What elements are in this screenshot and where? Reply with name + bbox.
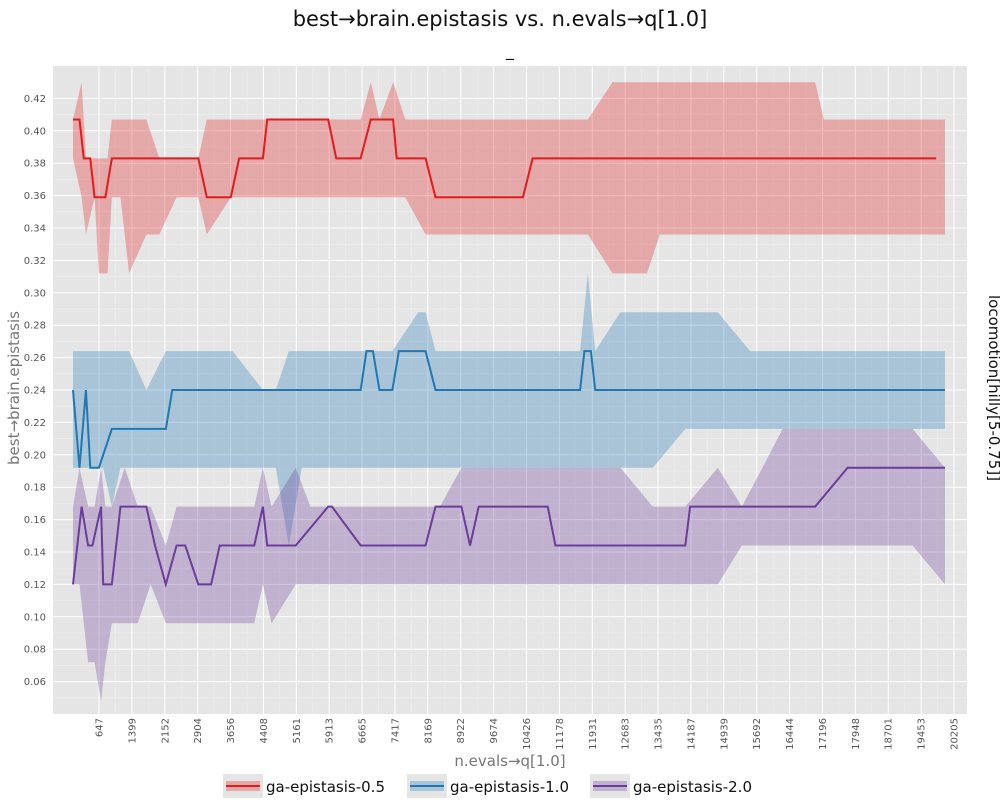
y-tick-label: 0.12 [24, 580, 46, 591]
y-tick-label: 0.16 [24, 515, 46, 526]
x-axis-ticks: 647 1399 2152 2904 3656 4408 5161 5913 6665 7417 8… [95, 718, 961, 750]
x-tick-label: 11178 [555, 718, 566, 750]
legend-label: ga-epistasis-1.0 [450, 778, 569, 796]
y-tick-label: 0.42 [24, 94, 46, 105]
x-tick-label: 16444 [785, 718, 796, 750]
legend: ga-epistasis-0.5 ga-epistasis-1.0 ga-epist… [223, 774, 752, 798]
x-tick-label: 13435 [654, 718, 665, 750]
y-tick-label: 0.20 [24, 450, 46, 461]
y-tick-label: 0.34 [24, 224, 46, 235]
x-tick-label: 5161 [292, 718, 303, 743]
x-tick-label: 2152 [160, 718, 171, 743]
y-tick-label: 0.38 [24, 159, 46, 170]
band-ga-epistasis-0.5 [73, 82, 945, 274]
x-tick-label: 8922 [456, 718, 467, 743]
y-tick-label: 0.08 [24, 645, 46, 656]
y-tick-label: 0.14 [24, 548, 46, 559]
y-tick-label: 0.24 [24, 386, 46, 397]
y-tick-label: 0.26 [24, 353, 46, 364]
x-tick-label: 17196 [818, 718, 829, 750]
x-tick-label: 2904 [193, 718, 204, 743]
y-tick-label: 0.06 [24, 677, 46, 688]
x-tick-label: 12683 [621, 718, 632, 750]
line-ga-epistasis-1.0 [72, 350, 945, 469]
x-axis-label: n.evals→q[1.0] [454, 752, 565, 770]
x-tick-label: 20205 [950, 718, 961, 750]
band-ga-epistasis-2.0 [73, 428, 945, 702]
x-tick-label: 17948 [851, 718, 862, 750]
x-tick-label: 14939 [719, 718, 730, 750]
band-ga-epistasis-1.0 [73, 273, 945, 546]
chart-subtitle: _ [505, 41, 515, 61]
line-ga-epistasis-0.5 [73, 118, 937, 199]
y-tick-label: 0.40 [24, 126, 46, 137]
chart-title: best→brain.epistasis vs. n.evals→q[1.0] [293, 7, 708, 31]
series-lines [72, 118, 945, 589]
y-axis-ticks: 0.06 0.08 0.10 0.12 0.14 0.16 0.18 0.20 0.22 0.24… [24, 94, 46, 688]
y-tick-label: 0.22 [24, 418, 46, 429]
x-tick-label: 7417 [390, 718, 401, 743]
facet-label: locomotion[hilly[5-0.75]] [985, 295, 1000, 481]
y-tick-label: 0.28 [24, 321, 46, 332]
line-ga-epistasis-2.0 [72, 466, 945, 589]
x-tick-label: 6665 [358, 718, 369, 743]
y-axis-label: best→brain.epistasis [5, 311, 23, 465]
x-tick-label: 11931 [588, 718, 599, 750]
x-tick-label: 18701 [884, 718, 895, 750]
confidence-bands [73, 82, 945, 702]
x-tick-label: 4408 [259, 718, 270, 743]
x-tick-label: 19453 [917, 718, 928, 750]
y-tick-label: 0.36 [24, 191, 46, 202]
y-tick-label: 0.18 [24, 483, 46, 494]
x-tick-label: 647 [95, 718, 106, 737]
y-tick-label: 0.32 [24, 256, 46, 267]
x-tick-label: 15692 [752, 718, 763, 750]
legend-label: ga-epistasis-2.0 [633, 778, 752, 796]
x-tick-label: 14187 [686, 718, 697, 750]
x-tick-label: 8169 [423, 718, 434, 743]
x-tick-label: 3656 [226, 718, 237, 743]
x-tick-label: 1399 [127, 718, 138, 743]
x-tick-label: 5913 [325, 718, 336, 743]
legend-label: ga-epistasis-0.5 [266, 778, 385, 796]
y-tick-label: 0.30 [24, 288, 46, 299]
x-tick-label: 10426 [522, 718, 533, 750]
y-tick-label: 0.10 [24, 612, 46, 623]
x-tick-label: 9674 [489, 718, 500, 743]
